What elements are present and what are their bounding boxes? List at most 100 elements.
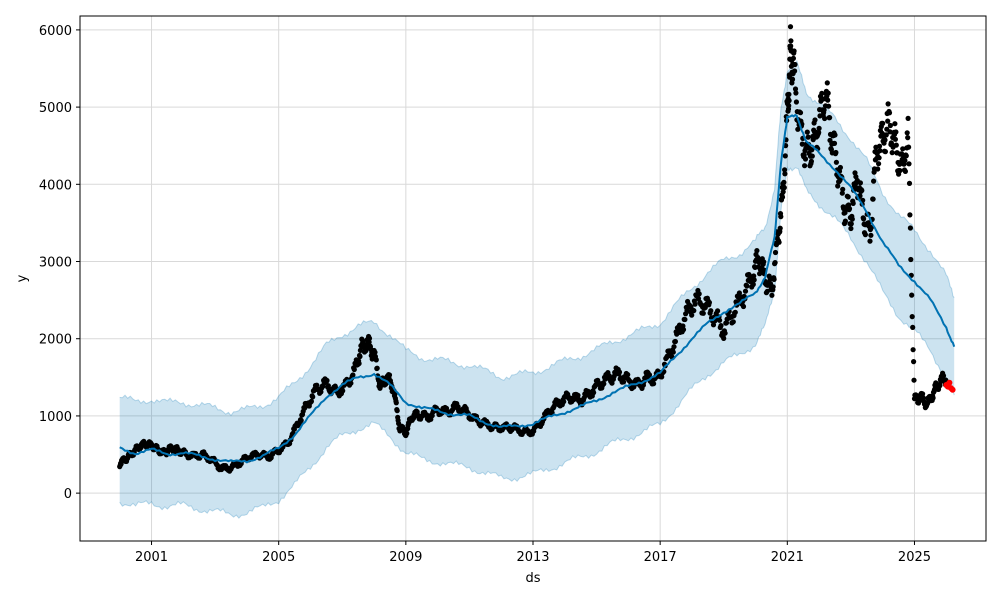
observed-point — [324, 377, 330, 384]
observed-point — [792, 68, 798, 74]
observed-point — [750, 281, 756, 287]
observed-point — [832, 132, 838, 138]
observed-point — [706, 299, 713, 306]
observed-point — [366, 335, 373, 341]
x-tick-label: 2017 — [644, 550, 677, 565]
y-tick-label: 2000 — [39, 333, 72, 348]
observed-point — [802, 163, 808, 169]
observed-point — [812, 117, 818, 123]
observed-point — [761, 259, 767, 265]
observed-point — [833, 159, 840, 165]
observed-point — [908, 256, 914, 263]
observed-point — [682, 316, 688, 323]
observed-point — [892, 121, 898, 127]
observed-point — [840, 186, 846, 192]
observed-point — [561, 399, 567, 405]
observed-point — [793, 99, 800, 105]
observed-point — [351, 366, 357, 373]
observed-point — [909, 292, 915, 298]
observed-point — [937, 382, 943, 389]
observed-point — [930, 395, 936, 401]
observed-point — [850, 200, 856, 206]
forecast-line — [119, 113, 956, 464]
observed-point — [910, 347, 916, 353]
x-tick-label: 2001 — [135, 550, 168, 565]
observed-point — [862, 232, 869, 238]
observed-point — [876, 161, 882, 167]
observed-point — [708, 308, 714, 314]
observed-point — [839, 190, 845, 196]
observed-point — [876, 143, 883, 149]
observed-point — [909, 314, 915, 320]
observed-point — [394, 408, 400, 414]
observed-point — [310, 394, 316, 400]
observed-point — [900, 146, 906, 152]
observed-point — [904, 130, 910, 136]
observed-point — [892, 136, 899, 142]
observed-point — [790, 55, 797, 62]
observed-point — [357, 347, 363, 353]
observed-point — [911, 377, 917, 383]
observed-point — [680, 327, 687, 333]
y-tick-label: 0 — [64, 487, 72, 502]
y-tick-label: 1000 — [39, 410, 72, 425]
observed-point — [740, 303, 747, 310]
observed-point — [732, 309, 738, 315]
observed-point — [770, 284, 776, 290]
observed-point — [905, 135, 911, 141]
y-axis-label: y — [15, 274, 30, 282]
observed-point — [788, 43, 794, 49]
observed-point — [710, 322, 717, 328]
observed-point — [736, 290, 743, 296]
observed-point — [827, 115, 833, 121]
observed-point — [782, 167, 788, 173]
x-axis: 2001 2005 2009 2013 2017 2021 2025 — [135, 541, 931, 565]
observed-point — [591, 390, 597, 396]
x-tick-label: 2009 — [389, 550, 422, 565]
observed-point — [609, 380, 615, 386]
observed-point — [455, 404, 461, 410]
observed-point — [845, 194, 851, 200]
observed-point — [779, 194, 786, 200]
observed-point — [910, 324, 916, 330]
observed-point — [876, 155, 882, 161]
observed-point — [861, 216, 867, 222]
observed-point — [730, 319, 736, 325]
observed-point — [867, 238, 873, 244]
x-tick-label: 2005 — [262, 550, 295, 565]
observed-point — [696, 291, 702, 297]
observed-point — [692, 301, 698, 307]
observed-point — [781, 179, 787, 185]
observed-point — [672, 338, 679, 345]
observed-point — [601, 381, 607, 387]
observed-point — [816, 129, 822, 136]
observed-point — [824, 80, 830, 86]
observed-point — [786, 103, 792, 109]
observed-point — [880, 120, 886, 126]
observed-point — [298, 417, 304, 423]
observed-point — [849, 216, 855, 222]
observed-point — [882, 149, 889, 155]
observed-point — [780, 189, 786, 195]
observed-point — [835, 183, 841, 189]
observed-point — [788, 38, 794, 44]
observed-point — [902, 157, 908, 164]
observed-point — [718, 323, 724, 329]
observed-point — [374, 365, 380, 371]
observed-point — [848, 225, 854, 232]
y-tick-label: 4000 — [39, 178, 72, 193]
observed-point — [670, 349, 676, 355]
observed-point — [781, 185, 787, 191]
observed-point — [797, 110, 804, 116]
observed-point — [885, 118, 891, 124]
observed-point — [920, 391, 926, 397]
observed-point — [789, 76, 796, 82]
observed-point — [651, 381, 657, 387]
observed-point — [821, 107, 827, 113]
observed-point — [777, 225, 783, 231]
recent-point — [946, 379, 953, 386]
observed-point — [771, 276, 777, 282]
x-tick-label: 2013 — [516, 550, 549, 565]
observed-point — [868, 225, 874, 231]
observed-point — [826, 103, 832, 109]
